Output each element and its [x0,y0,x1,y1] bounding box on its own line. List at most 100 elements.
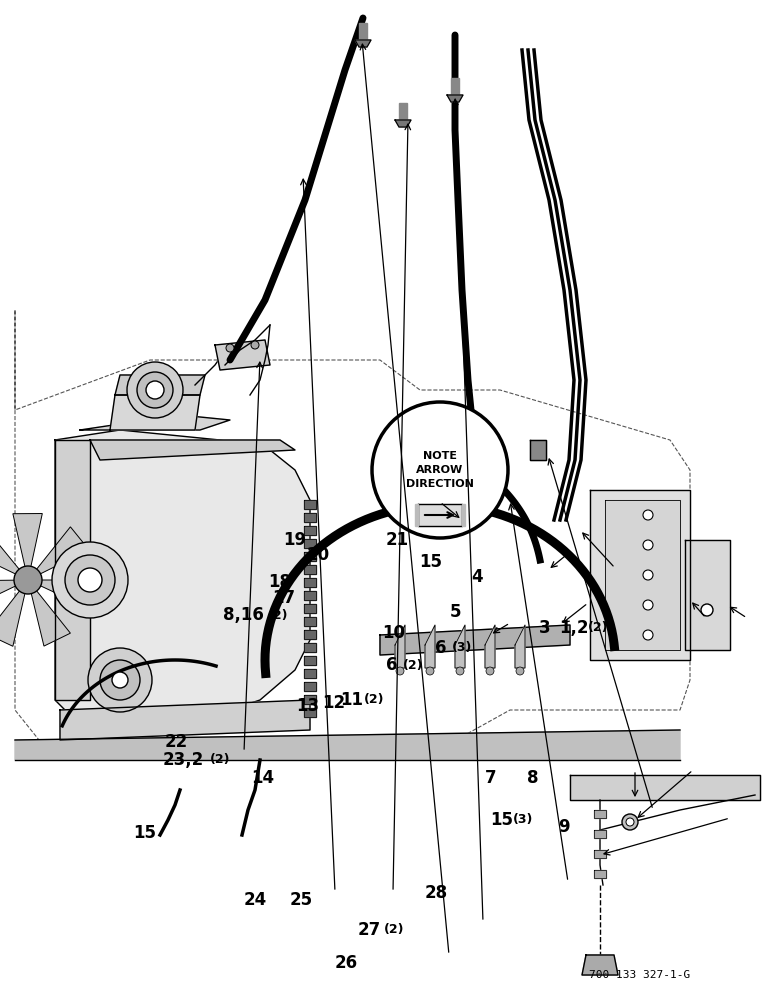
Polygon shape [415,504,418,526]
Circle shape [426,667,434,675]
Polygon shape [60,700,310,740]
Polygon shape [304,604,316,613]
Polygon shape [80,415,230,430]
Polygon shape [215,340,270,370]
Polygon shape [304,500,316,509]
Text: 14: 14 [251,769,274,787]
Polygon shape [304,682,316,691]
Polygon shape [28,580,96,609]
Polygon shape [90,440,295,460]
Text: (2): (2) [364,694,384,706]
Text: 700 133 327-1-G: 700 133 327-1-G [589,970,690,980]
Polygon shape [304,591,316,600]
Text: (2): (2) [384,924,404,936]
Text: 10: 10 [382,624,405,642]
Circle shape [396,667,404,675]
Circle shape [516,667,524,675]
Text: 8,16: 8,16 [223,606,263,624]
Text: (2): (2) [403,658,423,672]
Text: 6: 6 [387,656,398,674]
Text: 13: 13 [296,697,319,715]
Polygon shape [0,527,28,580]
Polygon shape [455,625,465,668]
Circle shape [100,660,140,700]
Polygon shape [304,552,316,561]
Circle shape [626,818,634,826]
Polygon shape [462,504,465,526]
Text: NOTE: NOTE [423,451,457,461]
Polygon shape [582,955,618,975]
Polygon shape [304,643,316,652]
Polygon shape [594,850,606,858]
Text: 11: 11 [340,691,363,709]
Text: 8: 8 [527,769,538,787]
Polygon shape [28,580,70,646]
Circle shape [127,362,183,418]
Circle shape [52,542,128,618]
Circle shape [643,630,653,640]
Text: (2): (2) [210,754,230,766]
Polygon shape [594,830,606,838]
Polygon shape [570,775,760,800]
Text: 19: 19 [283,531,306,549]
Text: 5: 5 [450,603,461,621]
Polygon shape [110,395,200,430]
Polygon shape [451,78,459,95]
Polygon shape [0,580,28,610]
Circle shape [643,570,653,580]
Text: 4: 4 [471,568,483,586]
Polygon shape [304,565,316,574]
Circle shape [88,648,152,712]
Polygon shape [0,580,28,646]
Polygon shape [418,504,462,526]
Polygon shape [447,95,463,102]
Text: 9: 9 [557,818,570,836]
Polygon shape [304,513,316,522]
Text: 22: 22 [164,733,188,751]
Circle shape [701,604,713,616]
Polygon shape [594,870,606,878]
Circle shape [643,510,653,520]
Circle shape [226,344,234,352]
Polygon shape [55,440,90,700]
Text: (2): (2) [268,608,288,621]
Polygon shape [304,617,316,626]
Text: 17: 17 [273,589,296,607]
Text: 7: 7 [484,769,496,787]
Circle shape [112,672,128,688]
Polygon shape [304,656,316,665]
Text: 24: 24 [243,891,266,909]
Circle shape [486,667,494,675]
Polygon shape [530,440,546,460]
Circle shape [372,402,508,538]
Text: 15: 15 [134,824,157,842]
Text: 25: 25 [290,891,313,909]
Circle shape [622,814,638,830]
Polygon shape [685,540,730,650]
Text: 27: 27 [357,921,381,939]
Text: 26: 26 [334,954,357,972]
Circle shape [137,372,173,408]
Text: 12: 12 [322,694,345,712]
Polygon shape [13,514,42,580]
Polygon shape [399,103,407,120]
Polygon shape [28,527,89,580]
Polygon shape [304,669,316,678]
Polygon shape [515,625,525,668]
Text: 15: 15 [490,811,513,829]
Text: 6: 6 [435,639,446,657]
Polygon shape [395,625,405,668]
Text: 3: 3 [539,619,551,637]
Polygon shape [605,500,680,650]
Polygon shape [304,578,316,587]
Polygon shape [304,526,316,535]
Circle shape [146,381,164,399]
Text: 23,2: 23,2 [163,751,205,769]
Text: ARROW: ARROW [416,465,464,475]
Text: 28: 28 [425,884,448,902]
Text: (3): (3) [452,642,472,654]
Text: (3): (3) [513,814,533,826]
Circle shape [78,568,102,592]
Polygon shape [359,23,367,40]
Text: DIRECTION: DIRECTION [406,479,474,489]
